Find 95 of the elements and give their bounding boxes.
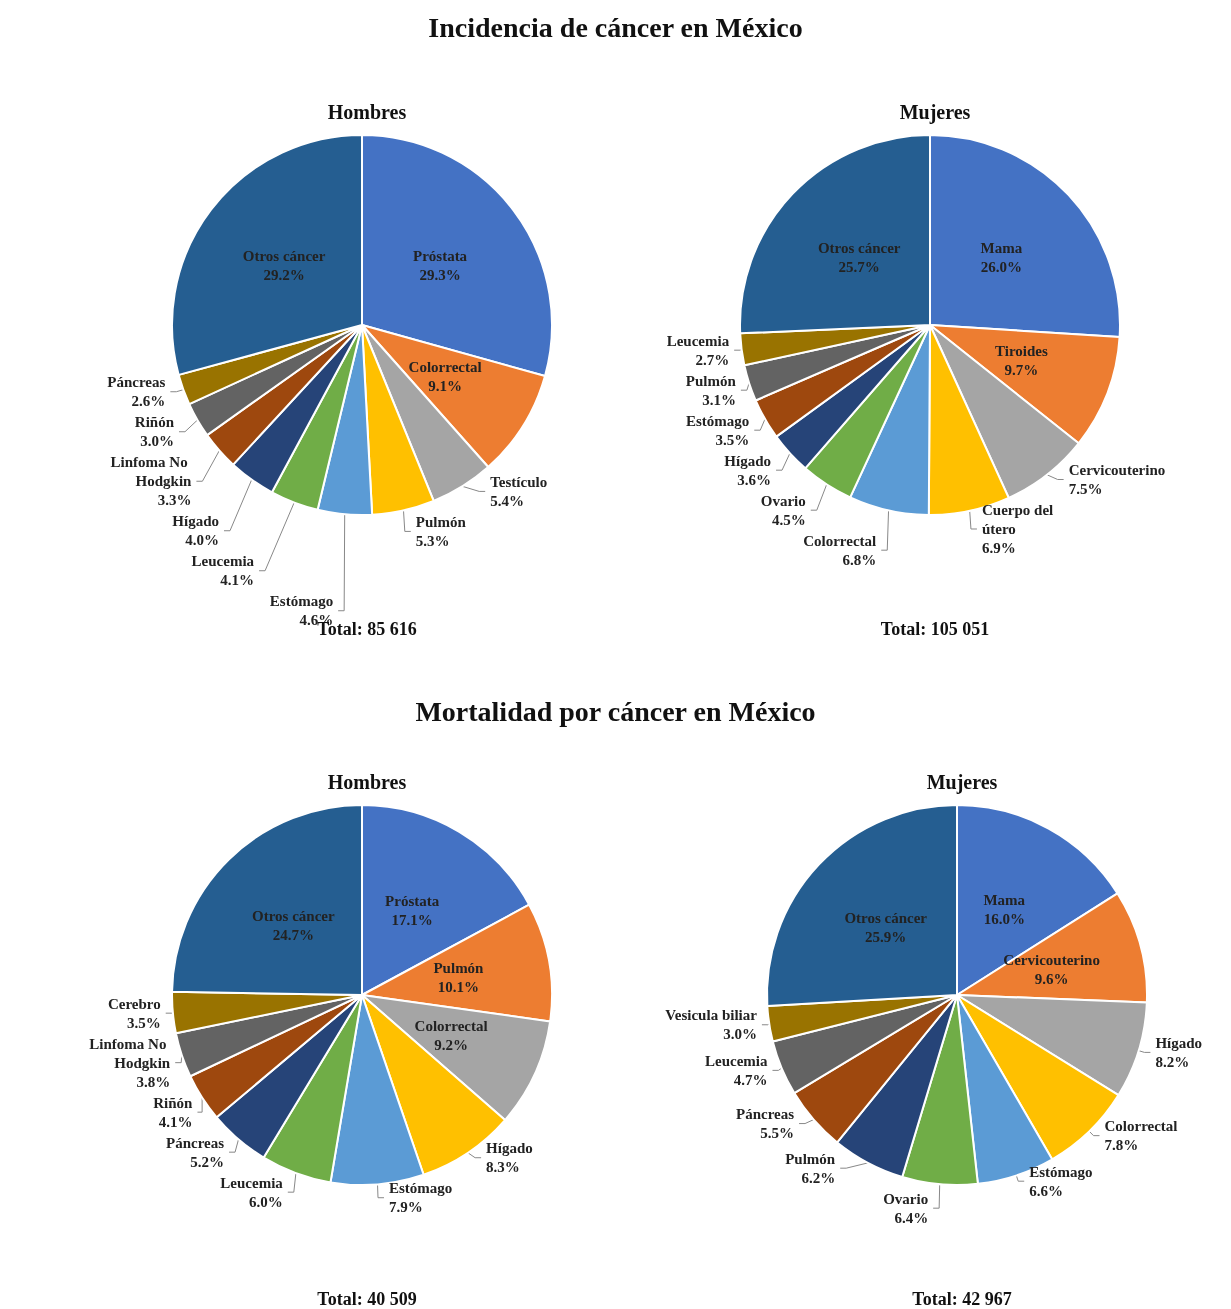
- slice-label: Cerebro: [107, 995, 161, 1012]
- chart-subtitle: Mujeres: [899, 101, 971, 124]
- slice-label: Riñón: [153, 1094, 194, 1111]
- slice-label: Estómago: [685, 412, 750, 429]
- data-label: 29.2%: [263, 266, 305, 283]
- data-label: 6.2%: [801, 1169, 836, 1186]
- data-label: 3.5%: [715, 431, 750, 448]
- data-label: 4.1%: [220, 572, 255, 589]
- data-label: 5.3%: [415, 532, 450, 549]
- data-label: 4.7%: [733, 1071, 768, 1088]
- data-label: 7.8%: [1104, 1137, 1139, 1154]
- data-label: 4.0%: [185, 532, 219, 549]
- slice-label: Leucemia: [220, 1174, 284, 1191]
- text: Incidencia de cáncer en México: [428, 11, 803, 43]
- slice-label: Hígado: [172, 513, 219, 530]
- slice-label: Páncreas: [166, 1134, 225, 1151]
- slice-label: Otros cáncer: [242, 247, 326, 264]
- slice-label: Pulmón: [685, 372, 737, 389]
- slice-label: Estómago: [1029, 1163, 1093, 1180]
- slice-label: Leucemia: [666, 332, 730, 349]
- data-label: 3.3%: [157, 492, 192, 509]
- data-label: 4.5%: [772, 511, 806, 528]
- data-label: 3.8%: [136, 1073, 171, 1090]
- data-label: 5.4%: [490, 492, 524, 509]
- text: Total: 105 051: [880, 619, 990, 639]
- slice-label: Testículo: [490, 473, 548, 490]
- slice-label: Colorrectal: [414, 1018, 488, 1035]
- slice-label: Cuerpo del útero: [981, 501, 1057, 537]
- data-label: 3.5%: [126, 1014, 161, 1031]
- data-label: 6.8%: [842, 551, 877, 568]
- data-label: 6.0%: [249, 1193, 283, 1210]
- data-label: 10.1%: [437, 979, 480, 996]
- slice-label: Páncreas: [736, 1106, 795, 1123]
- data-label: 25.9%: [865, 929, 907, 946]
- data-label: 24.7%: [272, 926, 314, 943]
- slice-label: Páncreas: [107, 374, 166, 391]
- slice-label: Pulmón: [433, 960, 485, 977]
- data-label: 29.3%: [419, 267, 461, 284]
- slice-label: Tiroides: [995, 342, 1049, 359]
- text: Mortalidad por cáncer en México: [415, 695, 816, 727]
- slice-label: Otros cáncer: [251, 907, 335, 924]
- slice-label: Ovario: [883, 1190, 929, 1207]
- data-label: 5.5%: [760, 1125, 795, 1142]
- slice-label: Próstata: [412, 248, 468, 265]
- chart-subtitle: Hombres: [327, 771, 407, 793]
- slice-label: Hígado: [486, 1140, 533, 1157]
- data-label: 3.0%: [140, 433, 174, 450]
- data-label: 26.0%: [980, 259, 1023, 276]
- slice-label: Hígado: [724, 452, 772, 469]
- slice-label: Hígado: [1155, 1034, 1203, 1051]
- data-label: 6.4%: [894, 1209, 929, 1226]
- slice-label: Colorrectal: [408, 359, 482, 376]
- slice-label: Leucemia: [704, 1052, 768, 1069]
- data-label: 9.7%: [1004, 361, 1039, 378]
- data-label: 3.1%: [702, 391, 736, 408]
- data-label: 3.6%: [737, 471, 772, 488]
- slice-label: Pulmón: [415, 513, 467, 530]
- slice-label: Colorrectal: [1104, 1118, 1178, 1135]
- slice-label: Otros cáncer: [844, 910, 928, 927]
- slice-label: Ovario: [760, 492, 806, 509]
- slice-label: Riñón: [134, 414, 175, 431]
- slice-label: Otros cáncer: [817, 239, 901, 256]
- slice-label: Próstata: [385, 893, 440, 910]
- chart-subtitle: Hombres: [327, 101, 407, 123]
- data-label: 6.9%: [981, 539, 1016, 556]
- data-label: 2.6%: [131, 393, 166, 410]
- slice-label: Leucemia: [191, 553, 255, 570]
- data-label: 4.1%: [158, 1113, 193, 1130]
- data-label: 2.7%: [695, 351, 730, 368]
- chart-subtitle: Mujeres: [926, 771, 998, 794]
- slice-label: Vesicula biliar: [665, 1007, 758, 1024]
- data-label: 17.1%: [391, 912, 433, 929]
- data-label: 3.0%: [723, 1026, 757, 1043]
- slice-label: Linfoma No Hodgkin: [89, 1035, 171, 1071]
- data-label: 9.6%: [1034, 971, 1069, 988]
- slice-label: Mama: [980, 240, 1023, 257]
- data-label: 25.7%: [838, 258, 880, 275]
- slice-label: Cervicouterino: [1068, 461, 1166, 478]
- data-label: 9.1%: [428, 378, 462, 395]
- data-label: 8.2%: [1155, 1053, 1190, 1070]
- data-label: 6.6%: [1029, 1182, 1063, 1199]
- data-label: 16.0%: [983, 910, 1025, 927]
- data-label: 5.2%: [190, 1153, 225, 1170]
- data-label: 9.2%: [434, 1037, 468, 1054]
- data-label: 8.3%: [486, 1159, 520, 1176]
- text: Total: 40 509: [317, 1289, 417, 1309]
- data-label: 7.9%: [389, 1199, 423, 1216]
- slice-label: Estómago: [389, 1180, 453, 1197]
- slice-label: Estómago: [269, 593, 334, 610]
- slice-label: Pulmón: [785, 1150, 836, 1167]
- text: Total: 42 967: [912, 1289, 1012, 1309]
- slice-label: Mama: [983, 891, 1026, 908]
- slice-label: Linfoma No Hodgkin: [110, 454, 193, 490]
- data-label: 7.5%: [1068, 480, 1103, 497]
- slice-label: Colorrectal: [803, 532, 877, 549]
